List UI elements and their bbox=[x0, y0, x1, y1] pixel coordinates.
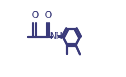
FancyBboxPatch shape bbox=[53, 33, 58, 40]
Text: O: O bbox=[31, 11, 38, 20]
Text: NH: NH bbox=[49, 32, 62, 41]
FancyBboxPatch shape bbox=[46, 12, 50, 19]
FancyBboxPatch shape bbox=[46, 12, 50, 19]
Text: O: O bbox=[44, 11, 51, 20]
FancyBboxPatch shape bbox=[53, 33, 58, 40]
FancyBboxPatch shape bbox=[33, 12, 36, 19]
Text: NH: NH bbox=[49, 32, 62, 41]
Text: O: O bbox=[44, 11, 51, 20]
Text: O: O bbox=[31, 11, 38, 20]
FancyBboxPatch shape bbox=[33, 12, 36, 19]
